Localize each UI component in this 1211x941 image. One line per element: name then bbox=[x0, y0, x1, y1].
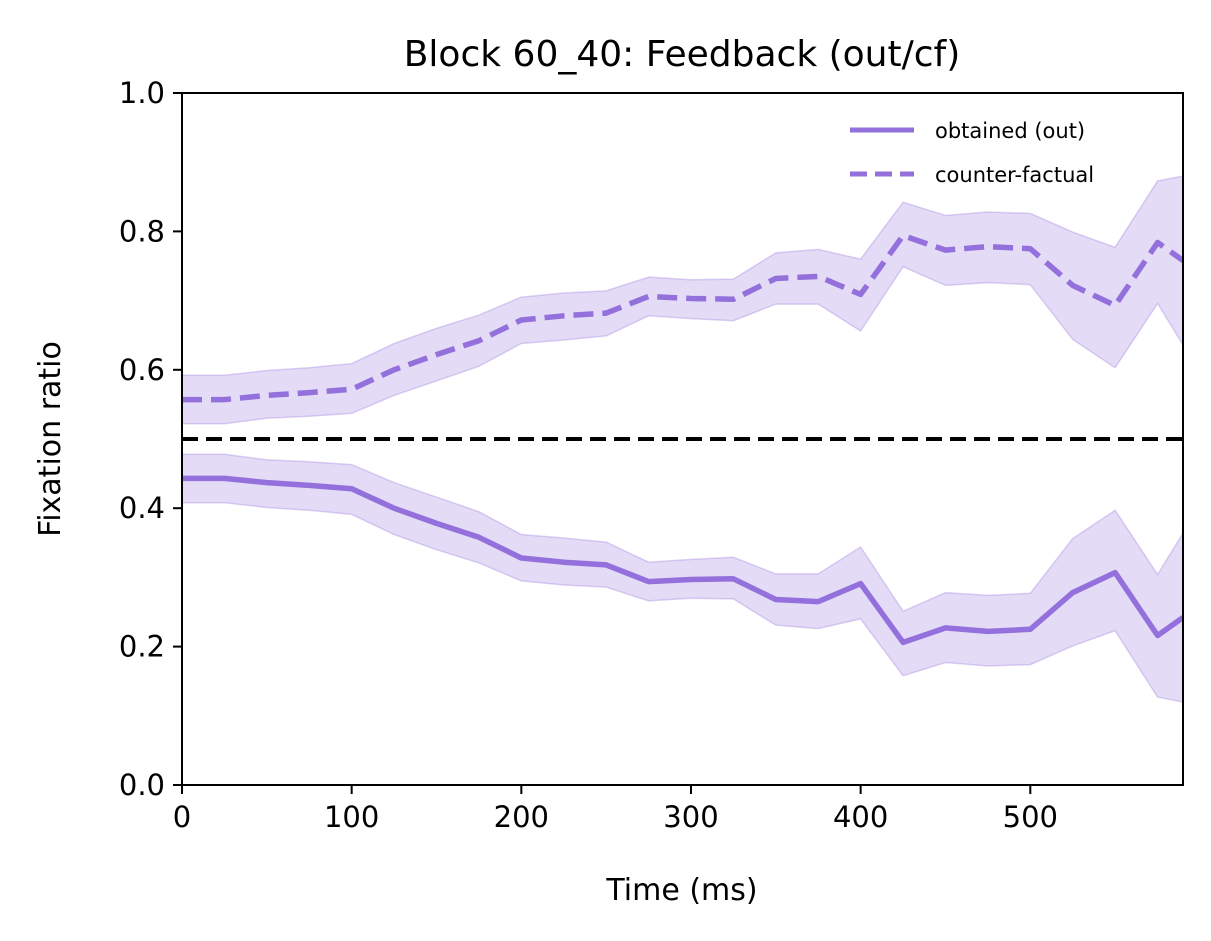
legend: obtained (out) counter-factual bbox=[850, 119, 1094, 187]
plot-area bbox=[182, 175, 1183, 703]
chart-title: Block 60_40: Feedback (out/cf) bbox=[404, 34, 961, 75]
x-tick-label: 400 bbox=[833, 800, 888, 834]
legend-label-obtained-out: obtained (out) bbox=[935, 119, 1085, 143]
legend-label-counter-factual: counter-factual bbox=[935, 163, 1094, 187]
plot-inner bbox=[182, 175, 1183, 703]
y-tick-label: 0.2 bbox=[119, 630, 165, 664]
y-tick-label: 1.0 bbox=[119, 76, 165, 110]
axes: 0 100 200 300 400 500 0.0 0.2 0.4 0.6 0.8 1.0 bbox=[119, 76, 1184, 834]
x-tick-label: 300 bbox=[663, 800, 718, 834]
plot-frame bbox=[181, 92, 1184, 786]
y-tick-label: 0.0 bbox=[119, 768, 165, 802]
series-line-counter-factual bbox=[182, 232, 1183, 403]
y-tick-label: 0.8 bbox=[119, 214, 165, 248]
band-counter-factual bbox=[182, 175, 1183, 425]
y-axis-title: Fixation ratio bbox=[33, 341, 68, 537]
y-tick-label: 0.6 bbox=[119, 353, 165, 387]
x-tick-label: 0 bbox=[173, 800, 191, 834]
x-axis-title: Time (ms) bbox=[605, 873, 757, 908]
x-tick-label: 100 bbox=[324, 800, 379, 834]
x-tick-label: 200 bbox=[494, 800, 549, 834]
x-tick-label: 500 bbox=[1003, 800, 1058, 834]
y-tick-label: 0.4 bbox=[119, 491, 165, 525]
series-line-obtained-out bbox=[182, 475, 1183, 646]
